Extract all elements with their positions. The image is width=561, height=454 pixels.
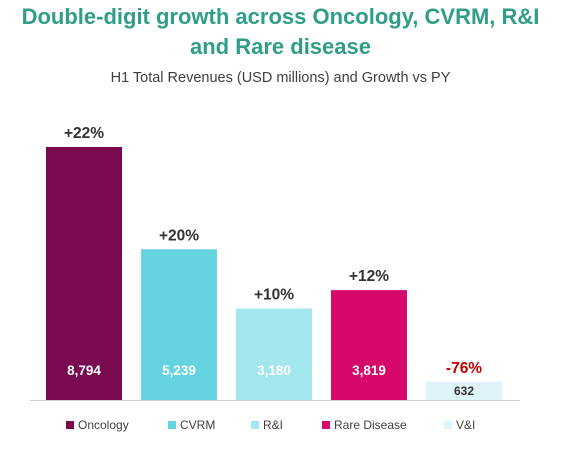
bar-value-label-0: 8,794 — [67, 363, 101, 378]
growth-label-4: -76% — [446, 360, 482, 377]
bar-value-label-2: 3,180 — [257, 363, 291, 378]
growth-label-1: +20% — [159, 227, 199, 244]
legend-swatch-3 — [322, 421, 330, 429]
growth-label-0: +22% — [64, 125, 104, 142]
legend-label-1: CVRM — [180, 418, 215, 432]
bar-value-label-3: 3,819 — [352, 363, 386, 378]
bar-0 — [46, 147, 122, 400]
legend-swatch-2 — [251, 421, 259, 429]
bar-2 — [236, 308, 312, 400]
legend-label-0: Oncology — [78, 418, 129, 432]
growth-label-3: +12% — [349, 268, 389, 285]
bar-3 — [331, 290, 407, 400]
bar-4 — [426, 381, 502, 400]
bar-value-label-1: 5,239 — [162, 363, 196, 378]
growth-label-2: +10% — [254, 287, 294, 304]
bar-1 — [141, 249, 217, 400]
bar-value-label-4: 632 — [454, 384, 474, 398]
chart-subtitle: H1 Total Revenues (USD millions) and Gro… — [110, 70, 451, 86]
legend-swatch-4 — [444, 421, 452, 429]
chart-title: Double-digit growth across Oncology, CVR… — [21, 4, 540, 59]
legend-swatch-1 — [168, 421, 176, 429]
legend-label-4: V&I — [456, 418, 475, 432]
legend-label-3: Rare Disease — [334, 418, 407, 432]
legend-swatch-0 — [66, 421, 74, 429]
legend-label-2: R&I — [263, 418, 283, 432]
